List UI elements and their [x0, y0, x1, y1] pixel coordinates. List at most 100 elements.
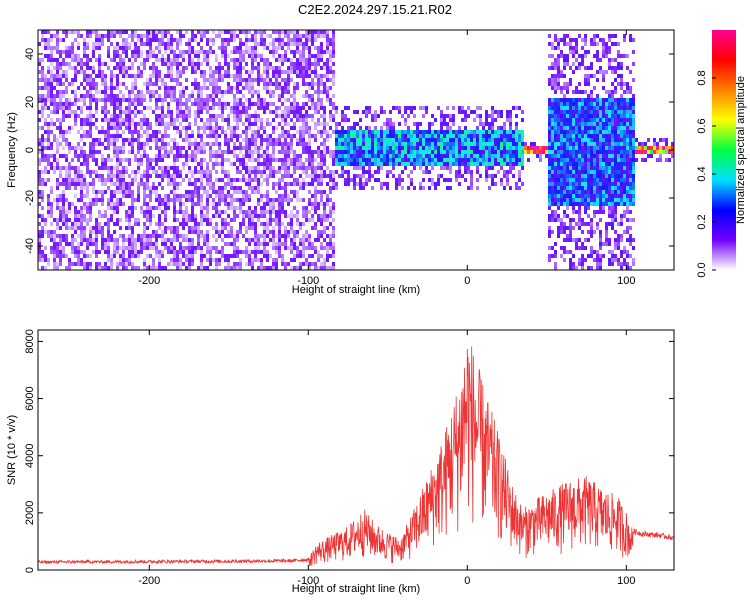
- spectrogram-cell: [128, 206, 131, 210]
- spectrogram-cell: [248, 254, 251, 258]
- spectrogram-cell: [62, 114, 65, 118]
- spectrogram-cell: [152, 38, 155, 42]
- spectrogram-cell: [215, 178, 218, 182]
- spectrogram-cell: [131, 246, 134, 250]
- spectrogram-cell: [134, 106, 137, 110]
- spectrogram-cell: [107, 94, 110, 98]
- spectrogram-cell: [458, 138, 461, 142]
- spectrogram-cell: [308, 210, 311, 214]
- spectrogram-cell: [95, 102, 98, 106]
- spectrogram-cell: [293, 242, 296, 246]
- spectrogram-cell: [44, 106, 47, 110]
- spectrogram-cell: [149, 222, 152, 226]
- spectrogram-cell: [323, 162, 326, 166]
- spectrogram-cell: [344, 118, 347, 122]
- spectrogram-cell: [200, 174, 203, 178]
- spectrogram-cell: [38, 98, 41, 102]
- spectrogram-cell: [218, 34, 221, 38]
- spectrogram-cell: [194, 222, 197, 226]
- spectrogram-cell: [287, 202, 290, 206]
- spectrogram-cell: [65, 34, 68, 38]
- spectrogram-cell: [71, 30, 74, 34]
- spectrogram-cell: [161, 186, 164, 190]
- spectrogram-cell: [224, 118, 227, 122]
- spectrogram-cell: [389, 118, 392, 122]
- spectrogram-cell: [206, 126, 209, 130]
- spectrogram-cell: [374, 114, 377, 118]
- spectrogram-cell: [473, 142, 476, 146]
- spectrogram-cell: [563, 126, 566, 130]
- spectrogram-cell: [212, 130, 215, 134]
- spectrogram-cell: [200, 186, 203, 190]
- spectrogram-cell: [185, 190, 188, 194]
- spectrogram-cell: [215, 266, 218, 270]
- spectrogram-cell: [155, 242, 158, 246]
- spectrogram-cell: [344, 138, 347, 142]
- spectrogram-cell: [365, 170, 368, 174]
- spectrogram-cell: [134, 102, 137, 106]
- spectrogram-cell: [182, 202, 185, 206]
- spectrogram-cell: [230, 266, 233, 270]
- spectrogram-cell: [152, 138, 155, 142]
- spectrogram-cell: [182, 34, 185, 38]
- spectrogram-cell: [230, 86, 233, 90]
- spectrogram-cell: [83, 186, 86, 190]
- spectrogram-cell: [170, 198, 173, 202]
- spectrogram-cell: [380, 138, 383, 142]
- spectrogram-cell: [299, 158, 302, 162]
- spectrogram-cell: [263, 102, 266, 106]
- spectrogram-cell: [221, 114, 224, 118]
- spectrogram-cell: [68, 210, 71, 214]
- spectrogram-cell: [359, 138, 362, 142]
- spectrogram-cell: [383, 110, 386, 114]
- spectrogram-cell: [257, 118, 260, 122]
- spectrogram-cell: [206, 250, 209, 254]
- spectrogram-cell: [479, 118, 482, 122]
- spectrogram-cell: [122, 178, 125, 182]
- spectrogram-cell: [86, 202, 89, 206]
- spectrogram-cell: [191, 38, 194, 42]
- spectrogram-cell: [554, 250, 557, 254]
- spectrogram-cell: [485, 158, 488, 162]
- spectrogram-cell: [173, 54, 176, 58]
- spectrogram-cell: [248, 154, 251, 158]
- spectrogram-cell: [482, 150, 485, 154]
- spectrogram-cell: [71, 126, 74, 130]
- spectrogram-cell: [89, 234, 92, 238]
- spectrogram-cell: [326, 38, 329, 42]
- spectrogram-cell: [107, 254, 110, 258]
- spectrogram-cell: [161, 170, 164, 174]
- spectrogram-cell: [203, 214, 206, 218]
- spectrogram-cell: [212, 182, 215, 186]
- spectrogram-cell: [203, 98, 206, 102]
- spectrogram-cell: [53, 198, 56, 202]
- spectrogram-cell: [101, 34, 104, 38]
- spectrogram-cell: [563, 138, 566, 142]
- spectrogram-cell: [290, 42, 293, 46]
- spectrogram-cell: [254, 90, 257, 94]
- spectrogram-cell: [80, 170, 83, 174]
- spectrogram-cell: [182, 234, 185, 238]
- spectrogram-cell: [215, 94, 218, 98]
- spectrogram-cell: [500, 110, 503, 114]
- spectrogram-cell: [446, 186, 449, 190]
- spectrogram-cell: [332, 186, 335, 190]
- spectrogram-cell: [239, 262, 242, 266]
- spectrogram-cell: [281, 174, 284, 178]
- spectrogram-cell: [257, 70, 260, 74]
- spectrogram-cell: [272, 42, 275, 46]
- spectrogram-cell: [200, 210, 203, 214]
- spectrogram-cell: [227, 122, 230, 126]
- spectrogram-cell: [38, 138, 41, 142]
- spectrogram-cell: [308, 126, 311, 130]
- spectrogram-cell: [263, 66, 266, 70]
- spectrogram-cell: [422, 106, 425, 110]
- spectrogram-cell: [467, 150, 470, 154]
- spectrogram-cell: [218, 214, 221, 218]
- spectrogram-cell: [299, 242, 302, 246]
- spectrogram-cell: [113, 142, 116, 146]
- spectrogram-cell: [59, 254, 62, 258]
- spectrogram-cell: [122, 94, 125, 98]
- spectrogram-cell: [53, 158, 56, 162]
- spectrogram-cell: [563, 150, 566, 154]
